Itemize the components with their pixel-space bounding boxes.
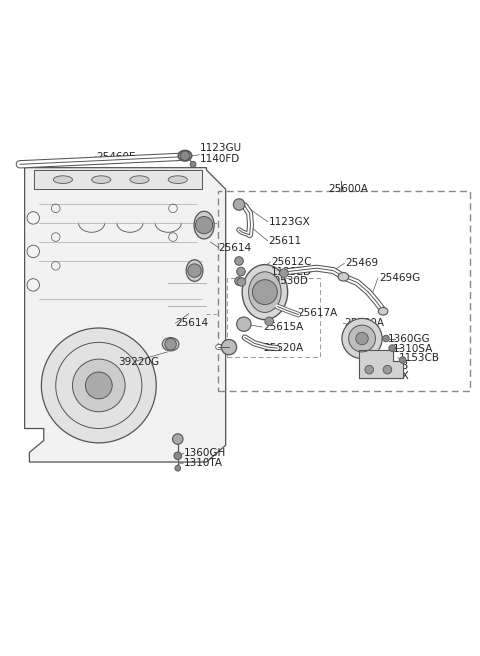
Text: 25615A: 25615A <box>263 322 303 332</box>
Ellipse shape <box>242 264 288 319</box>
Circle shape <box>85 372 112 399</box>
Text: 10530D: 10530D <box>268 276 309 286</box>
Circle shape <box>174 452 181 460</box>
Text: 25500A: 25500A <box>344 318 384 328</box>
Circle shape <box>383 335 389 342</box>
Text: 25614: 25614 <box>175 318 208 328</box>
Circle shape <box>342 318 382 359</box>
Circle shape <box>365 365 373 374</box>
Text: 25469G: 25469G <box>379 274 420 283</box>
Circle shape <box>237 277 246 286</box>
Ellipse shape <box>249 272 281 312</box>
Text: 25469: 25469 <box>345 258 378 268</box>
Circle shape <box>41 328 156 443</box>
Circle shape <box>233 199 245 211</box>
Text: 1153CB: 1153CB <box>399 353 440 363</box>
Circle shape <box>195 216 213 234</box>
Polygon shape <box>24 168 226 462</box>
Bar <box>227 277 320 357</box>
Text: 1129ED: 1129ED <box>271 266 312 277</box>
Text: 25612C: 25612C <box>271 257 312 267</box>
Text: 39220G: 39220G <box>118 356 159 367</box>
Text: 25631B: 25631B <box>368 361 408 371</box>
Circle shape <box>190 161 196 167</box>
Ellipse shape <box>178 150 192 161</box>
Circle shape <box>265 317 274 325</box>
Text: 1360GH: 1360GH <box>183 449 226 459</box>
Text: 25617A: 25617A <box>298 308 338 318</box>
Circle shape <box>172 434 183 444</box>
Text: 25614: 25614 <box>218 243 252 253</box>
Text: 1123GX: 1123GX <box>269 216 311 227</box>
Circle shape <box>237 267 245 276</box>
Circle shape <box>348 325 375 352</box>
Circle shape <box>72 359 125 412</box>
Text: 25620A: 25620A <box>263 343 303 353</box>
Text: 25460E: 25460E <box>96 152 136 161</box>
Ellipse shape <box>130 176 149 184</box>
Ellipse shape <box>194 211 214 239</box>
Circle shape <box>280 269 288 277</box>
Text: 1310TA: 1310TA <box>183 458 223 468</box>
Ellipse shape <box>186 260 203 281</box>
Circle shape <box>383 365 392 374</box>
Circle shape <box>356 333 368 345</box>
Text: 25600A: 25600A <box>328 184 369 194</box>
Circle shape <box>175 465 180 471</box>
Polygon shape <box>359 350 403 379</box>
Text: 25611: 25611 <box>269 236 302 246</box>
Circle shape <box>252 279 277 304</box>
Circle shape <box>389 345 396 352</box>
Ellipse shape <box>378 308 388 315</box>
Text: 1123GX: 1123GX <box>368 371 410 381</box>
Circle shape <box>188 264 201 277</box>
Circle shape <box>235 277 243 285</box>
Ellipse shape <box>162 338 179 351</box>
Text: 1310SA: 1310SA <box>393 344 433 354</box>
Polygon shape <box>34 170 202 189</box>
Circle shape <box>237 317 251 331</box>
Circle shape <box>399 357 406 363</box>
Circle shape <box>180 151 190 161</box>
Text: 1360GG: 1360GG <box>387 335 430 344</box>
Circle shape <box>235 256 243 265</box>
Ellipse shape <box>92 176 111 184</box>
Ellipse shape <box>168 176 187 184</box>
Circle shape <box>221 340 237 355</box>
Circle shape <box>165 338 176 350</box>
Ellipse shape <box>53 176 72 184</box>
Ellipse shape <box>338 272 348 281</box>
Text: 1123GU
1140FD: 1123GU 1140FD <box>199 142 241 164</box>
Bar <box>218 191 470 391</box>
